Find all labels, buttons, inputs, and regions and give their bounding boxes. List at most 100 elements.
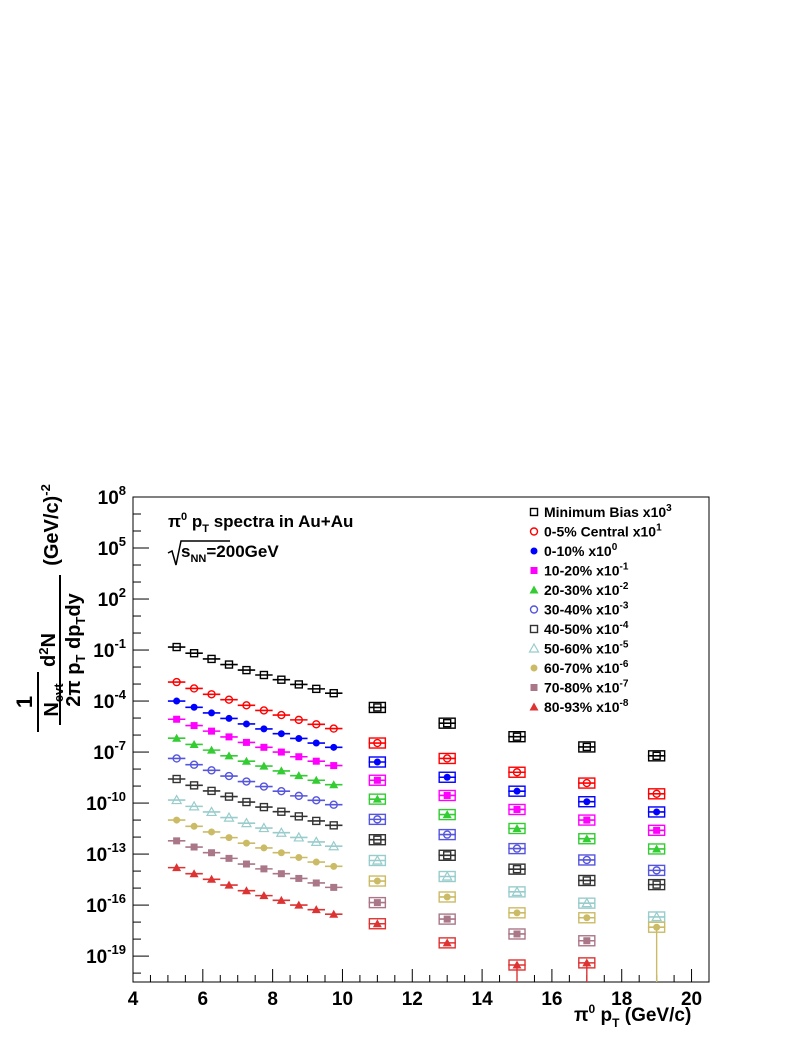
data-point (241, 756, 251, 765)
legend-label: 0-5% Central x101 (544, 523, 662, 540)
data-point (329, 909, 339, 918)
data-point (512, 844, 522, 853)
y-tick-label: 10-13 (86, 840, 126, 866)
data-points (167, 642, 666, 982)
plot-frame (132, 496, 710, 983)
data-point (582, 855, 592, 865)
data-point (189, 739, 199, 748)
data-point (310, 836, 322, 847)
data-point (582, 834, 592, 843)
syst-box (578, 935, 596, 947)
data-point (190, 703, 198, 711)
legend-label: Minimum Bias x103 (544, 503, 672, 520)
syst-box (438, 828, 456, 841)
data-point (223, 811, 235, 822)
data-point (188, 800, 200, 811)
y-tick-label: 108 (98, 483, 126, 509)
data-point (312, 796, 321, 805)
data-point (312, 757, 320, 765)
x-tick-label: 4 (128, 989, 139, 1010)
legend-item: 40-50% x10-4 (529, 620, 629, 637)
data-point (582, 742, 592, 752)
data-point (172, 677, 181, 687)
x-tick-label: 20 (681, 989, 702, 1010)
data-point (295, 753, 303, 761)
series (167, 754, 666, 877)
data-point (513, 787, 521, 795)
data-point (242, 839, 250, 847)
syst-box (438, 891, 456, 903)
syst-box (647, 843, 666, 855)
data-point (443, 791, 451, 799)
data-point (242, 720, 250, 728)
axis-ticks (132, 496, 693, 982)
data-point (312, 816, 321, 826)
data-point (277, 870, 285, 878)
legend-item: 60-70% x10-6 (530, 659, 629, 676)
data-point (372, 794, 382, 803)
syst-box (438, 789, 456, 802)
legend-item: 20-30% x10-2 (529, 581, 629, 598)
svg-text:π0 pT spectra in Au+Au: π0 pT spectra in Au+Au (168, 511, 353, 535)
syst-box (368, 701, 387, 714)
y-tick-label: 10-10 (86, 789, 126, 815)
data-point (443, 773, 451, 781)
data-point (311, 905, 321, 914)
data-point (312, 879, 320, 887)
data-point (529, 507, 539, 517)
data-point (225, 733, 233, 741)
legend-label: 40-50% x10-4 (544, 620, 629, 637)
data-point (224, 771, 234, 781)
syst-box (647, 878, 666, 891)
data-point (189, 869, 199, 878)
data-point (172, 774, 181, 784)
data-point (443, 893, 451, 901)
data-point (260, 844, 268, 852)
data-point (171, 794, 183, 805)
data-point (373, 835, 382, 844)
data-point (312, 858, 320, 866)
syst-box (647, 864, 666, 877)
legend-item: 70-80% x10-7 (530, 679, 629, 696)
x-tick-label: 12 (402, 989, 423, 1010)
series (167, 677, 666, 800)
data-point (240, 817, 252, 828)
data-point (224, 751, 234, 760)
data-point (530, 567, 538, 574)
series (167, 794, 666, 923)
data-point (372, 919, 382, 928)
data-point (277, 675, 286, 684)
data-point (208, 849, 216, 857)
data-point (373, 776, 381, 784)
data-point (260, 725, 268, 733)
data-point (512, 864, 522, 874)
error-bars (516, 927, 658, 982)
data-point (225, 854, 233, 862)
syst-box (508, 803, 526, 816)
data-point (512, 823, 522, 832)
svg-text:d2N: d2N (36, 633, 60, 667)
data-point (328, 840, 340, 851)
data-point (373, 899, 381, 907)
data-point (189, 781, 199, 790)
legend: Minimum Bias x103 0-5% Central x101 0-10% … (528, 503, 672, 715)
data-point (330, 883, 338, 891)
legend-item: 30-40% x10-3 (529, 601, 629, 618)
legend-label: 50-60% x10-5 (544, 640, 629, 657)
y-tick-label: 10-4 (93, 687, 126, 713)
legend-item: 10-20% x10-1 (530, 562, 629, 579)
legend-label: 70-80% x10-7 (544, 679, 629, 696)
syst-box (578, 796, 596, 808)
data-point (242, 701, 251, 710)
syst-box (508, 822, 526, 835)
data-point (277, 710, 286, 720)
syst-box (368, 774, 387, 786)
data-point (652, 789, 661, 799)
y-axis-title: 1 Nevt d2N 2π pT dpTdy (GeV/c)-2 (12, 484, 88, 732)
data-point (582, 958, 592, 967)
syst-box (368, 896, 387, 909)
data-point (172, 754, 181, 763)
syst-box (368, 793, 387, 805)
legend-item: 80-93% x10-8 (529, 698, 629, 715)
data-point (173, 816, 181, 824)
